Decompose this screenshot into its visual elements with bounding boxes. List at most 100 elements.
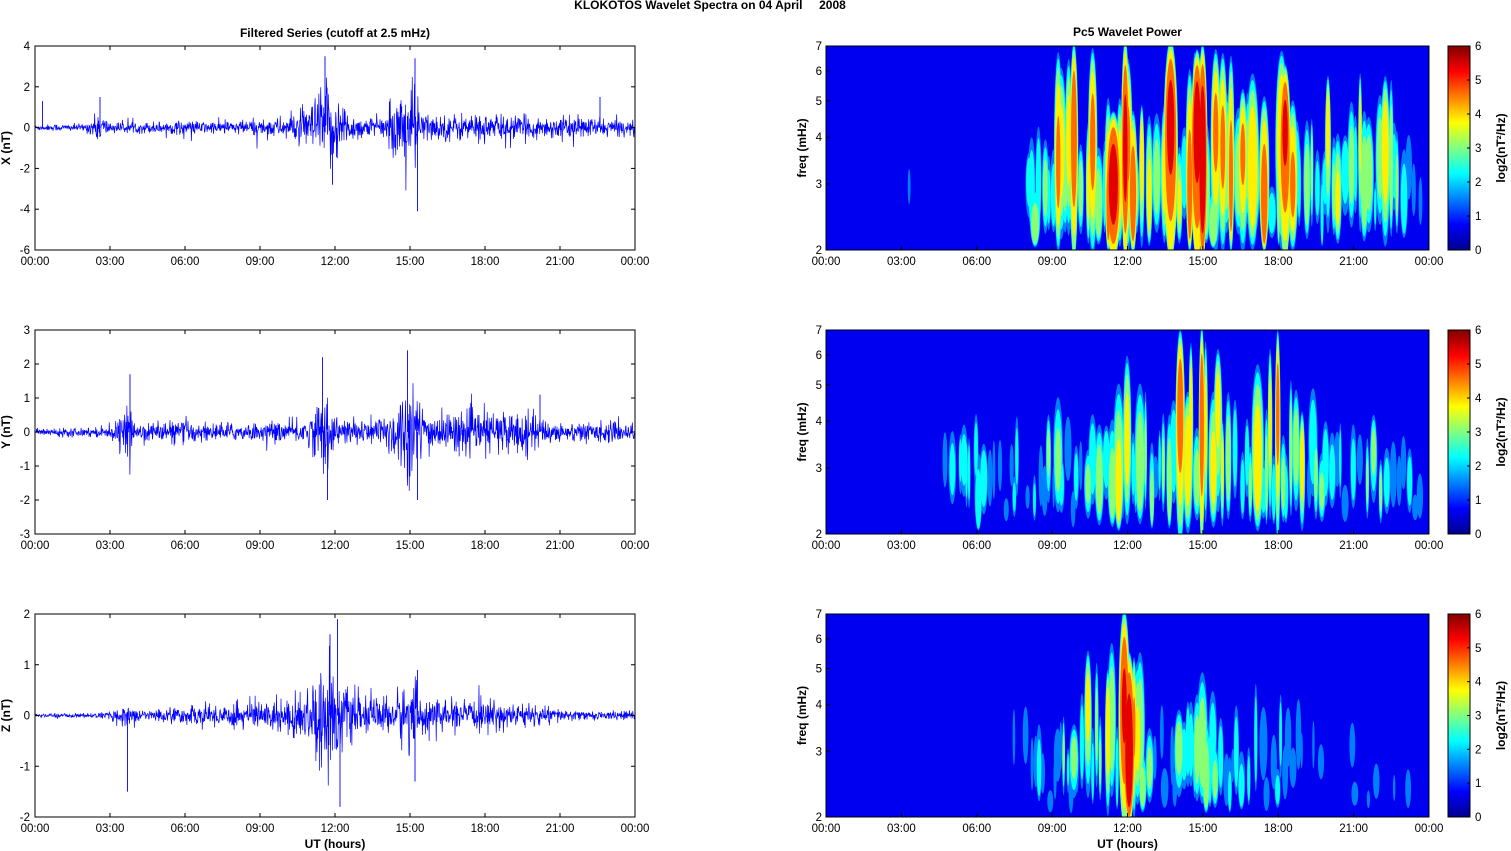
- heatmap-cell: [1129, 145, 1137, 242]
- heatmap-cell: [1353, 126, 1358, 202]
- colorbar-tick-label: 4: [1475, 393, 1482, 405]
- heatmap-cell: [1066, 94, 1071, 186]
- heatmap-cell: [1139, 118, 1144, 204]
- x-tick-label: 12:00: [1113, 540, 1142, 552]
- heatmap-cell: [1031, 202, 1039, 244]
- y-tick-label: 3: [24, 325, 30, 337]
- colorbar-label: log2(nT²/Hz): [1494, 113, 1508, 182]
- y-tick-label: 4: [816, 416, 823, 428]
- colorbar-label: log2(nT²/Hz): [1494, 681, 1508, 750]
- heatmap-cell: [1329, 444, 1336, 500]
- heatmap-cell: [1170, 726, 1175, 786]
- heatmap-cell: [1326, 91, 1330, 169]
- y-tick-label: 4: [24, 41, 31, 53]
- heatmap-cell: [1389, 105, 1394, 219]
- y-tick-label: 5: [816, 96, 822, 108]
- heatmap-cell: [1062, 732, 1065, 776]
- x-tick-label: 03:00: [887, 540, 916, 552]
- y-tick-label: 3: [816, 746, 822, 758]
- x-tick-label: 00:00: [621, 540, 650, 552]
- heatmap-cell: [1047, 790, 1054, 813]
- y-tick-label: 5: [816, 380, 822, 392]
- x-tick-label: 09:00: [1038, 540, 1067, 552]
- x-tick-label: 12:00: [1113, 256, 1142, 268]
- heatmap-cell: [1085, 673, 1091, 742]
- heatmap-cell: [1254, 696, 1258, 783]
- heatmap-cell: [1289, 401, 1293, 494]
- heatmap-cell: [1407, 456, 1413, 506]
- heatmap-cell: [1289, 747, 1297, 788]
- heatmap-cell: [1293, 408, 1299, 487]
- y-tick-label: 2: [816, 245, 822, 257]
- heatmap-cell: [1202, 741, 1210, 808]
- trace-line: [34, 383, 636, 491]
- x-tick-label: 15:00: [396, 823, 425, 835]
- x-tick-label: 06:00: [171, 823, 200, 835]
- trace-line: [34, 76, 636, 191]
- heatmap-cell: [1228, 770, 1232, 811]
- heatmap-cell: [997, 439, 1003, 492]
- heatmap-cell: [1064, 416, 1072, 481]
- heatmap-cell: [1095, 168, 1103, 238]
- heatmap-cell: [1070, 736, 1078, 780]
- heatmap-cell: [1169, 409, 1178, 493]
- heatmap-cell: [1199, 353, 1204, 497]
- heatmap-cell: [1212, 760, 1218, 799]
- heatmap-cell: [1139, 766, 1146, 807]
- heatmap-cell: [1095, 444, 1103, 515]
- heatmap-cell: [1078, 160, 1083, 217]
- y-tick-label: 5: [816, 664, 822, 676]
- heatmap-cell: [1319, 472, 1325, 511]
- heatmap-cell: [1043, 159, 1048, 218]
- heatmap-cell: [1281, 456, 1286, 510]
- heatmap-cell: [975, 468, 982, 529]
- heatmap-cell: [1046, 429, 1051, 477]
- x-tick-label: 12:00: [321, 823, 350, 835]
- heatmap-cell: [1225, 414, 1231, 502]
- heatmap-cell: [1418, 177, 1423, 225]
- heatmap-cell: [1263, 776, 1270, 812]
- colorbar-tick-label: 3: [1475, 143, 1481, 155]
- heatmap-cell: [1297, 148, 1301, 218]
- heatmap-cell: [1215, 372, 1221, 448]
- y-tick-label: 0: [24, 123, 30, 135]
- heatmap-cell: [1358, 96, 1362, 173]
- heatmap-cell: [1268, 378, 1272, 467]
- heatmap-cell: [1166, 437, 1172, 522]
- heatmap-cell: [1290, 151, 1296, 218]
- y-axis-label: freq (mHz): [795, 118, 809, 177]
- heatmap-cell: [1221, 439, 1224, 495]
- y-tick-label: 6: [816, 66, 822, 78]
- heatmap-cell: [1213, 92, 1219, 172]
- heatmap-cells: [907, 46, 1423, 250]
- heatmap-cell: [1240, 123, 1246, 186]
- heatmap-cell: [1091, 742, 1095, 800]
- heatmap-cell: [987, 449, 993, 507]
- colorbar-tick-label: 5: [1475, 643, 1481, 655]
- colorbar-tick-label: 2: [1475, 744, 1481, 756]
- heatmap-cell: [1035, 137, 1042, 224]
- x-tick-label: 00:00: [1415, 540, 1444, 552]
- heatmap-cell: [1124, 393, 1130, 486]
- heatmap-cell: [1416, 473, 1424, 519]
- heatmap-cell: [965, 443, 968, 499]
- y-tick-label: 2: [24, 82, 30, 94]
- colorbar-tick-label: 0: [1475, 529, 1481, 541]
- x-tick-label: 00:00: [1415, 256, 1444, 268]
- x-tick-label: 00:00: [812, 256, 841, 268]
- x-tick-label: 12:00: [321, 256, 350, 268]
- colorbar-tick-label: 1: [1475, 495, 1481, 507]
- heatmap-cell: [1279, 701, 1282, 766]
- heatmap-cell: [907, 169, 911, 205]
- heatmap-cell: [1349, 722, 1356, 768]
- heatmap-cell: [1144, 416, 1147, 487]
- panel-title: Filtered Series (cutoff at 2.5 mHz): [240, 26, 430, 40]
- heatmap-cell: [1373, 763, 1380, 799]
- x-tick-label: 06:00: [171, 540, 200, 552]
- heatmap-cell: [1125, 693, 1133, 808]
- heatmap-cell: [1161, 437, 1165, 493]
- heatmap-cell: [1105, 686, 1110, 777]
- heatmap-cell: [1108, 448, 1116, 520]
- x-tick-label: 15:00: [1188, 823, 1217, 835]
- heatmap-cell: [1022, 706, 1029, 765]
